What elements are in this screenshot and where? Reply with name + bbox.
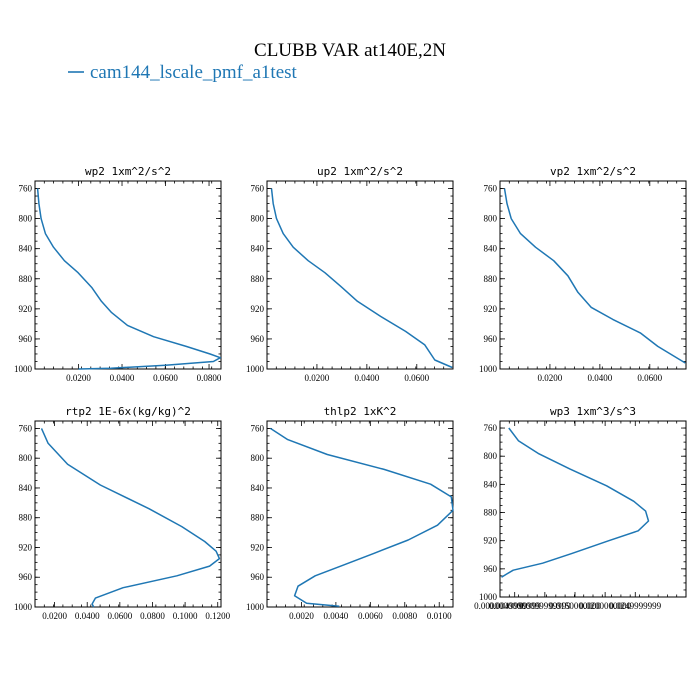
panel-3: vp2 1xm^2/s^2 760 800 840 880 920 960 1000 0.020… xyxy=(479,165,687,383)
y-tick-label: 880 xyxy=(484,274,498,284)
y-tick-label: 920 xyxy=(251,542,265,552)
x-tick-label: 0.1000 xyxy=(173,611,198,621)
y-tick-label: 760 xyxy=(484,184,498,194)
y-tick-label: 840 xyxy=(484,479,498,489)
y-tick-label: 800 xyxy=(19,453,33,463)
panel-2: up2 1xm^2/s^2 760 800 840 880 920 960 1000 0.020… xyxy=(246,165,454,383)
legend: cam144_lscale_pmf_a1test xyxy=(68,62,298,83)
profile-line xyxy=(503,188,686,364)
x-tick-label: 0.0600 xyxy=(107,611,132,621)
y-tick-label: 1000 xyxy=(479,364,498,374)
profile-line xyxy=(36,188,222,370)
x-tick-label: 0.0200 xyxy=(305,373,330,383)
panel-6: wp3 1xm^3/s^3 760 800 840 880 920 960 10000.000… xyxy=(474,405,687,611)
y-tick-label: 800 xyxy=(484,214,498,224)
y-tick-label: 920 xyxy=(19,304,33,314)
x-tick-label: 0.0400 xyxy=(354,373,379,383)
y-tick-label: 1000 xyxy=(246,364,265,374)
x-tick-label: 0.0099999999 xyxy=(519,601,571,611)
y-tick-label: 960 xyxy=(484,334,498,344)
x-tick-label: 0.0000000000 xyxy=(474,601,526,611)
profile-line xyxy=(269,427,454,608)
panel-4: rtp2 1E-6x(kg/kg)^2 760 800 840 880 920 960 100… xyxy=(14,405,231,621)
y-tick-label: 800 xyxy=(251,214,265,224)
x-tick-label: 0.0400 xyxy=(110,373,135,383)
x-tick-label: 0.0400 xyxy=(75,611,100,621)
y-tick-label: 880 xyxy=(19,274,33,284)
x-tick-label: 0.0049999999 xyxy=(489,601,541,611)
x-tick-label: 0.0200 xyxy=(66,373,91,383)
panel-title: up2 1xm^2/s^2 xyxy=(317,165,403,178)
y-tick-label: 920 xyxy=(484,536,498,546)
y-tick-label: 1000 xyxy=(14,602,33,612)
y-tick-label: 880 xyxy=(251,513,265,523)
x-tick-label: 0.0249999999 xyxy=(609,601,661,611)
panels-group: wp2 1xm^2/s^2 760 800 840 880 920 960 1000 0.020… xyxy=(14,165,687,621)
plot-frame xyxy=(34,180,222,370)
y-tick-label: 800 xyxy=(251,453,265,463)
x-tick-label: 0.0100 xyxy=(427,611,452,621)
x-tick-label: 0.0600 xyxy=(153,373,178,383)
x-tick-label: 0.0400 xyxy=(587,373,612,383)
y-tick-label: 1000 xyxy=(14,364,33,374)
y-tick-label: 840 xyxy=(251,244,265,254)
y-tick-label: 1000 xyxy=(246,602,265,612)
x-tick-label: 0.0800 xyxy=(140,611,165,621)
y-tick-label: 840 xyxy=(251,483,265,493)
y-tick-label: 1000 xyxy=(479,592,498,602)
plot-frame xyxy=(34,420,222,608)
y-tick-label: 760 xyxy=(484,423,498,433)
profile-line xyxy=(40,428,221,608)
x-tick-label: 0.0080 xyxy=(392,611,417,621)
plot-frame xyxy=(499,180,687,370)
panel-title: wp2 1xm^2/s^2 xyxy=(85,165,171,178)
x-tick-label: 0.0040 xyxy=(324,611,349,621)
y-tick-label: 800 xyxy=(19,214,33,224)
x-tick-label: 0.0800 xyxy=(197,373,222,383)
plot-frame xyxy=(266,420,454,608)
y-tick-label: 760 xyxy=(19,423,33,433)
y-tick-label: 960 xyxy=(484,564,498,574)
y-tick-label: 960 xyxy=(251,334,265,344)
profile-line xyxy=(501,427,650,578)
plot-frame xyxy=(266,180,454,370)
y-tick-label: 880 xyxy=(19,513,33,523)
x-tick-label: 0.0060 xyxy=(358,611,383,621)
y-tick-label: 840 xyxy=(484,244,498,254)
figure-title: CLUBB VAR at140E,2N xyxy=(254,40,446,61)
panel-1: wp2 1xm^2/s^2 760 800 840 880 920 960 1000 0.020… xyxy=(14,165,222,383)
x-tick-label: 0.1200 xyxy=(205,611,230,621)
y-tick-label: 920 xyxy=(19,542,33,552)
legend-label: cam144_lscale_pmf_a1test xyxy=(90,62,298,83)
x-tick-label: 0.0200000000 xyxy=(579,601,631,611)
y-tick-label: 960 xyxy=(251,572,265,582)
x-tick-label: 0.0600 xyxy=(637,373,662,383)
panel-title: vp2 1xm^2/s^2 xyxy=(550,165,636,178)
y-tick-label: 840 xyxy=(19,244,33,254)
y-tick-label: 920 xyxy=(251,304,265,314)
x-tick-label: 0.0200 xyxy=(42,611,67,621)
panel-5: thlp2 1xK^2 760 800 840 880 920 960 1000 0.0020 0… xyxy=(246,405,454,621)
y-tick-label: 880 xyxy=(484,508,498,518)
x-tick-label: 0.0600 xyxy=(404,373,429,383)
y-tick-label: 760 xyxy=(251,423,265,433)
profile-line xyxy=(270,188,453,369)
x-tick-label: 0.0020 xyxy=(289,611,314,621)
panel-title: thlp2 1xK^2 xyxy=(324,405,397,418)
y-tick-label: 800 xyxy=(484,451,498,461)
y-tick-label: 760 xyxy=(19,184,33,194)
y-tick-label: 760 xyxy=(251,184,265,194)
y-tick-label: 960 xyxy=(19,572,33,582)
y-tick-label: 960 xyxy=(19,334,33,344)
x-tick-label: 0.0150000000 xyxy=(549,601,601,611)
panel-title: rtp2 1E-6x(kg/kg)^2 xyxy=(65,405,191,418)
panel-title: wp3 1xm^3/s^3 xyxy=(550,405,636,418)
y-tick-label: 920 xyxy=(484,304,498,314)
y-tick-label: 880 xyxy=(251,274,265,284)
y-tick-label: 840 xyxy=(19,483,33,493)
x-tick-label: 0.0200 xyxy=(538,373,563,383)
